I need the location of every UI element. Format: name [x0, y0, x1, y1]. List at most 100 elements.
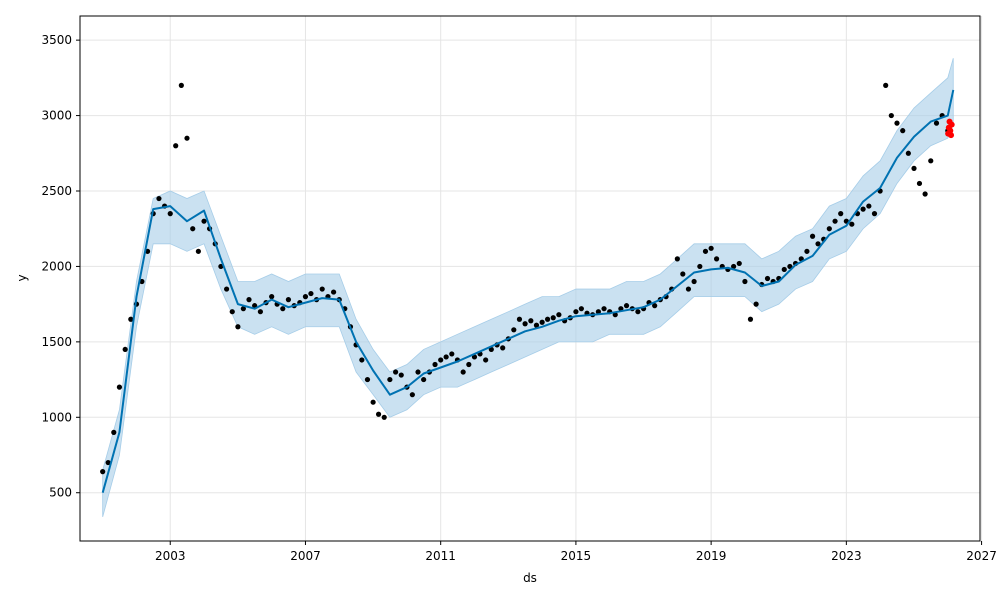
observed-point: [883, 82, 889, 88]
observed-point: [866, 203, 872, 209]
highlighted-point: [948, 121, 955, 128]
observed-point: [933, 120, 940, 126]
observed-point: [330, 289, 337, 295]
observed-point: [122, 346, 128, 353]
grid: [80, 16, 983, 541]
observed-point: [781, 266, 787, 273]
observed-point: [916, 180, 923, 187]
y-tick-label: 500: [49, 486, 72, 500]
observed-point: [432, 361, 438, 368]
observed-point: [697, 263, 703, 270]
observed-point: [488, 346, 494, 353]
observed-point: [635, 309, 641, 315]
observed-point: [680, 271, 686, 277]
observed-point: [156, 195, 162, 202]
observed-point: [100, 469, 106, 475]
observed-point: [522, 321, 528, 327]
observed-point: [742, 278, 748, 285]
observed-point: [111, 429, 117, 435]
observed-point: [832, 218, 838, 224]
observed-point: [466, 361, 472, 368]
observed-point: [409, 392, 415, 398]
observed-point: [280, 306, 286, 312]
y-axis-ticks: 500 1000 1500 2000 2500 3000 3500: [41, 33, 80, 500]
observed-point: [393, 369, 399, 375]
observed-point: [167, 211, 173, 217]
observed-point: [471, 354, 478, 360]
observed-point: [652, 303, 658, 309]
x-tick-label: 2003: [155, 549, 186, 563]
observed-point: [826, 226, 832, 232]
observed-point: [240, 306, 246, 312]
observed-point: [894, 120, 900, 126]
y-tick-label: 3000: [41, 109, 72, 123]
observed-point: [736, 260, 742, 267]
observed-point: [460, 369, 466, 375]
observed-point: [319, 286, 325, 292]
observed-point: [195, 248, 201, 254]
highlighted-point: [948, 132, 955, 139]
observed-point: [871, 211, 878, 217]
y-tick-label: 1500: [41, 335, 72, 349]
forecast-line-path: [101, 89, 955, 493]
plot-frame: [79, 15, 981, 542]
y-axis-label: y: [15, 274, 29, 281]
observed-point: [573, 309, 579, 315]
observed-point: [556, 312, 562, 318]
observed-point: [184, 135, 190, 141]
observed-point: [246, 297, 252, 303]
forecast-line: [101, 89, 955, 493]
observed-point: [443, 354, 449, 360]
observed-point: [691, 278, 697, 285]
observed-point: [359, 357, 365, 363]
observed-point: [269, 294, 275, 300]
x-axis-label: ds: [523, 571, 537, 585]
observed-point: [201, 218, 207, 224]
observed-point: [218, 263, 224, 270]
x-tick-label: 2027: [966, 549, 997, 563]
observed-point: [449, 351, 455, 357]
x-axis-ticks: 2003 2007 2011 2015 2019 2023 2027: [155, 541, 997, 563]
observed-point: [173, 143, 179, 149]
observed-point: [809, 233, 816, 239]
observed-point: [753, 301, 759, 307]
observed-point: [804, 248, 810, 254]
observed-point: [116, 384, 123, 390]
observed-point: [708, 245, 714, 251]
observed-point: [702, 248, 709, 254]
observed-point: [578, 306, 584, 312]
y-tick-label: 2000: [41, 259, 72, 273]
observed-point: [849, 221, 855, 227]
observed-point: [438, 357, 444, 363]
observed-point: [511, 327, 517, 333]
observed-point: [528, 318, 534, 324]
observed-point: [713, 256, 720, 262]
observed-point: [860, 206, 866, 212]
observed-point: [229, 309, 235, 315]
observed-point: [888, 112, 894, 119]
observed-point: [387, 376, 393, 383]
highlighted-point: [947, 127, 954, 134]
observed-point: [224, 286, 230, 292]
observed-point: [364, 376, 371, 383]
observed-point: [674, 256, 680, 262]
observed-points: [100, 82, 951, 475]
y-tick-label: 2500: [41, 184, 72, 198]
y-tick-label: 1000: [41, 410, 72, 424]
observed-point: [500, 345, 506, 351]
observed-point: [105, 459, 111, 466]
observed-point: [731, 263, 737, 270]
observed-point: [178, 82, 184, 88]
observed-point: [900, 128, 906, 134]
observed-point: [838, 211, 844, 217]
observed-point: [922, 191, 928, 197]
observed-point: [787, 263, 793, 270]
observed-point: [415, 369, 421, 375]
x-tick-label: 2011: [425, 549, 456, 563]
observed-point: [398, 372, 404, 378]
observed-point: [285, 297, 292, 303]
observed-point: [911, 165, 917, 171]
observed-point: [550, 315, 556, 321]
